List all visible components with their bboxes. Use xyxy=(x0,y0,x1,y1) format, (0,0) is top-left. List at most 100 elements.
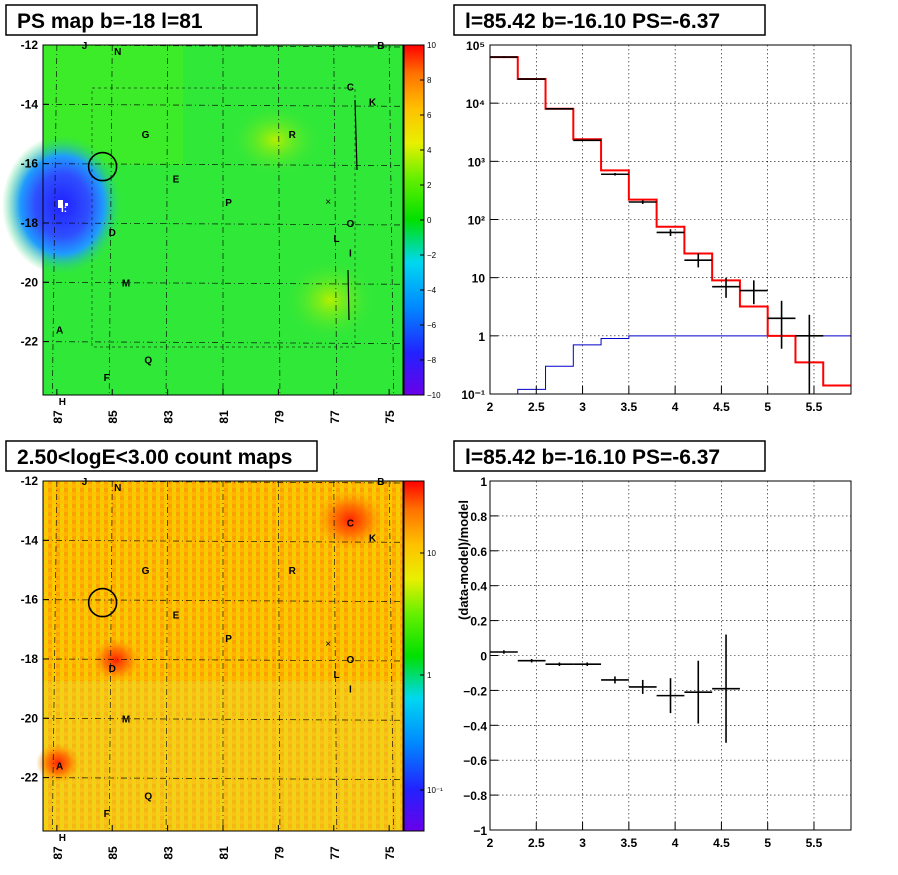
x-tick-label: 87 xyxy=(51,846,65,860)
source-label: C xyxy=(347,519,354,530)
x-tick-label: 81 xyxy=(217,846,231,860)
y-tick-label: -18 xyxy=(21,652,39,666)
y-tick-label: 0.6 xyxy=(470,545,487,559)
colorbar-tick-label: 10⁻¹ xyxy=(427,786,443,795)
y-tick-label: -16 xyxy=(21,157,39,171)
x-tick-label: 5 xyxy=(764,836,771,850)
colorbar-tick-label: 8 xyxy=(427,76,432,85)
map-gridline xyxy=(277,480,281,832)
source-label: A xyxy=(56,762,63,773)
y-tick-label: −1 xyxy=(473,824,487,838)
source-label: J xyxy=(82,41,88,52)
x-tick-label: 3.5 xyxy=(621,836,638,850)
y-tick-label: 0.4 xyxy=(470,580,487,594)
colorbar-tick-label: −2 xyxy=(427,251,437,260)
y-tick-label: 0.8 xyxy=(470,510,487,524)
map-gridline xyxy=(388,44,395,396)
ps-map-edge-line xyxy=(347,269,350,321)
map-gridline xyxy=(333,480,338,832)
ps-map-title-box xyxy=(5,4,258,36)
y-tick-label: -12 xyxy=(21,474,39,488)
y-tick-label: −0.6 xyxy=(463,754,487,768)
source-label: N xyxy=(114,483,121,494)
x-tick-label: 3 xyxy=(579,836,586,850)
source-label: A xyxy=(56,326,63,337)
source-label: P xyxy=(225,198,232,209)
source-label: F xyxy=(104,809,110,820)
map-gridline xyxy=(42,281,404,285)
y-tick-label: -14 xyxy=(21,97,39,111)
x-tick-label: 4.5 xyxy=(713,836,730,850)
x-tick-label: 81 xyxy=(217,410,231,424)
map-gridline xyxy=(333,44,338,396)
source-label: P xyxy=(225,634,232,645)
y-tick-label: 0 xyxy=(480,650,487,664)
ps-map-peak-marker xyxy=(65,203,68,206)
residual-title-box xyxy=(453,440,766,472)
x-tick-label: 83 xyxy=(162,410,176,424)
colorbar xyxy=(404,481,424,831)
source-label: Q xyxy=(144,791,152,802)
x-tick-label: 79 xyxy=(272,410,286,424)
colorbar-tick-label: −10 xyxy=(427,391,441,400)
x-tick-label: 4.5 xyxy=(713,400,730,414)
y-tick-label: -12 xyxy=(21,38,39,52)
map-gridline xyxy=(108,44,113,396)
x-tick-label: 4 xyxy=(672,836,679,850)
source-label: R xyxy=(289,130,297,141)
colorbar-tick-label: −6 xyxy=(427,321,437,330)
ps-map-warm-region xyxy=(230,105,320,175)
y-tick-label: -22 xyxy=(21,335,39,349)
map-gridline xyxy=(42,44,404,48)
cross-marker: × xyxy=(325,197,331,208)
y-tick-label: 10⁻¹ xyxy=(461,388,485,402)
source-label: J xyxy=(82,477,88,488)
x-tick-label: 4 xyxy=(672,400,679,414)
colorbar-tick-label: −8 xyxy=(427,356,437,365)
y-tick-label: 10² xyxy=(468,214,485,228)
colorbar-tick-label: 4 xyxy=(427,146,432,155)
source-label: L xyxy=(333,670,339,681)
x-tick-label: 5.5 xyxy=(806,400,823,414)
source-label: B xyxy=(377,477,384,488)
y-tick-label: 1 xyxy=(480,475,487,489)
source-label: M xyxy=(122,714,130,725)
map-gridline xyxy=(42,599,404,603)
source-label: K xyxy=(369,533,377,544)
map-gridline xyxy=(51,480,58,832)
colorbar-frame xyxy=(403,480,425,832)
spectrum-plot: 2 2.5 3 3.5 4 4.5 5 5.5 10⁻¹ 1 10 10² 10³ 10⁴ 10⁵ xyxy=(461,39,852,414)
spectrum-title: l=85.42 b=-16.10 PS=-6.37 xyxy=(465,10,720,33)
source-label: I xyxy=(349,685,352,696)
selected-source-circle xyxy=(87,151,118,182)
map-gridline xyxy=(42,777,404,781)
x-tick-label: 5 xyxy=(764,400,771,414)
x-tick-label: 85 xyxy=(106,410,120,424)
source-label: K xyxy=(369,97,377,108)
map-gridline xyxy=(42,222,404,226)
residual-plot: 2 2.5 3 3.5 4 4.5 5 5.5 1 0.8 0.6 0.4 0.2 0 −0.2 −0.4 −0… xyxy=(456,475,852,850)
x-tick-label: 87 xyxy=(51,410,65,424)
x-tick-label: 2.5 xyxy=(528,836,545,850)
colorbar-tick-label: 10 xyxy=(427,41,436,50)
source-label: L xyxy=(333,234,339,245)
y-tick-label: -16 xyxy=(21,593,39,607)
source-label: H xyxy=(59,833,66,844)
colorbar xyxy=(404,45,424,395)
source-label: Q xyxy=(144,355,152,366)
map-gridline xyxy=(108,480,113,832)
map-gridline xyxy=(42,717,404,721)
source-label: B xyxy=(377,41,384,52)
y-tick-label: 1 xyxy=(478,330,485,344)
source-label: I: xyxy=(61,204,67,215)
x-tick-label: 77 xyxy=(328,410,342,424)
source-label: O xyxy=(346,219,354,230)
x-tick-label: 79 xyxy=(272,846,286,860)
y-tick-label: 0.2 xyxy=(470,615,487,629)
source-label: E xyxy=(173,174,180,185)
count-map-title: 2.50<logE<3.00 count maps xyxy=(17,446,292,469)
x-tick-label: 75 xyxy=(383,846,397,860)
x-tick-label: 2 xyxy=(487,400,494,414)
selected-source-circle xyxy=(87,587,118,618)
